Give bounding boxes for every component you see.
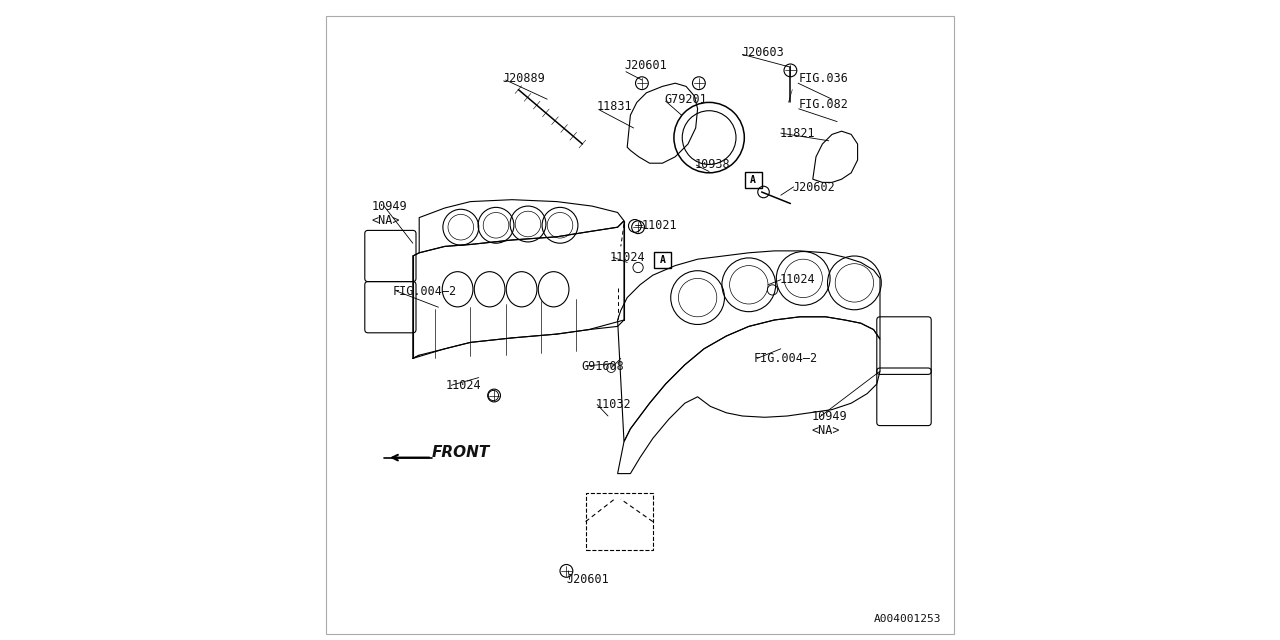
Text: J20889: J20889 (502, 72, 545, 84)
Text: G79201: G79201 (664, 93, 707, 106)
Text: J20603: J20603 (741, 46, 783, 59)
Text: 10938: 10938 (695, 158, 731, 171)
Text: J20601: J20601 (566, 573, 609, 586)
Bar (745, 172, 762, 188)
Text: A: A (750, 175, 756, 185)
Bar (585, 493, 653, 550)
Text: <NA>: <NA> (371, 214, 399, 227)
Text: 10949: 10949 (812, 410, 847, 422)
Text: 11831: 11831 (596, 100, 632, 113)
Text: FIG.004–2: FIG.004–2 (392, 285, 457, 298)
Text: FIG.082: FIG.082 (799, 99, 849, 111)
Text: G91608: G91608 (581, 360, 623, 372)
Text: A004001253: A004001253 (873, 614, 941, 624)
Text: 11821: 11821 (780, 127, 815, 140)
Text: 11024: 11024 (611, 251, 645, 264)
Text: J20602: J20602 (792, 181, 835, 194)
Text: 11032: 11032 (595, 398, 631, 411)
Bar (654, 252, 671, 268)
Text: FIG.036: FIG.036 (799, 72, 849, 85)
Text: 10949: 10949 (371, 200, 407, 212)
Text: FRONT: FRONT (433, 445, 490, 460)
Text: 11024: 11024 (780, 273, 815, 286)
Text: <NA>: <NA> (812, 424, 840, 437)
Text: 11021: 11021 (643, 219, 677, 232)
Text: 11024: 11024 (447, 380, 481, 392)
Text: J20601: J20601 (625, 59, 667, 72)
Text: FIG.004–2: FIG.004–2 (753, 352, 818, 365)
Text: A: A (659, 255, 666, 265)
